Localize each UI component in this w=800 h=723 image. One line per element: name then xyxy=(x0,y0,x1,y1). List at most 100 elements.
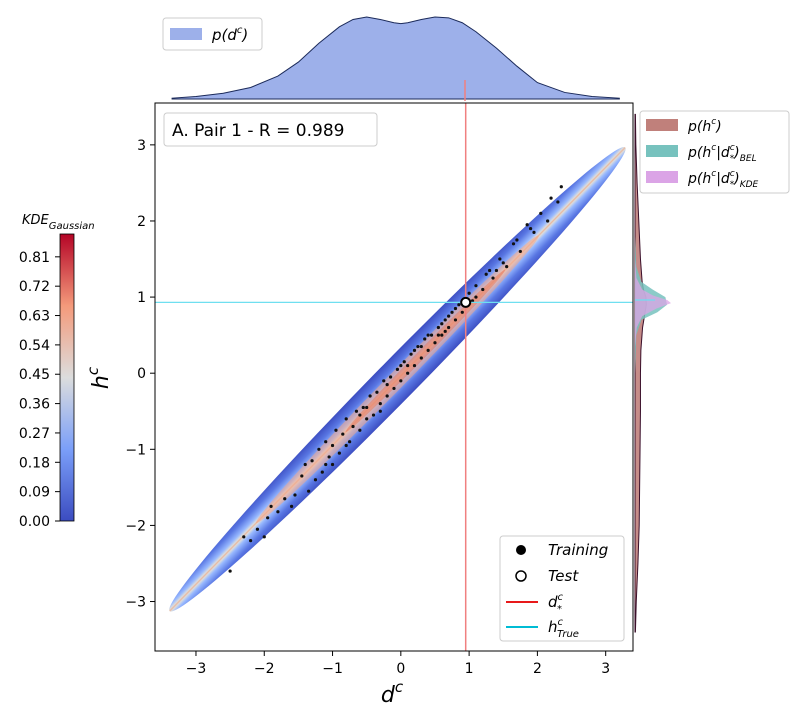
training-point xyxy=(307,489,311,493)
title-box xyxy=(163,112,378,147)
training-point xyxy=(354,409,359,413)
training-point xyxy=(255,527,260,531)
training-point xyxy=(303,462,307,467)
training-point xyxy=(289,504,294,508)
training-point xyxy=(371,413,376,417)
y-tick-label: 1 xyxy=(137,290,146,306)
training-point xyxy=(406,371,410,375)
training-point xyxy=(515,238,519,242)
training-point xyxy=(317,447,321,451)
training-point xyxy=(549,196,553,200)
training-point xyxy=(378,409,382,413)
right-marginal-kde xyxy=(635,259,671,347)
legend-dstar-label: dc * xyxy=(548,592,564,615)
training-point xyxy=(484,272,488,276)
training-point xyxy=(474,295,478,299)
training-point xyxy=(378,402,382,406)
training-point xyxy=(351,424,355,429)
top-legend-label: p(dc) xyxy=(211,25,248,44)
training-point xyxy=(382,379,386,383)
colorbar-tick-label: 0.81 xyxy=(19,250,50,266)
right-legend-kde-swatch xyxy=(646,171,678,183)
training-point xyxy=(426,348,430,352)
training-point xyxy=(262,535,266,539)
training-point xyxy=(412,348,417,352)
training-point xyxy=(440,322,444,326)
top-legend-swatch xyxy=(170,28,202,40)
training-point xyxy=(525,223,529,227)
training-point xyxy=(409,352,413,356)
training-point xyxy=(532,230,536,234)
colorbar-gradient xyxy=(59,233,75,522)
training-point xyxy=(269,504,273,508)
training-point xyxy=(365,405,369,410)
training-point xyxy=(494,268,499,273)
x-tick-label: −1 xyxy=(322,661,343,677)
right-legend-bel-label: p(hc|dc *)BEL xyxy=(687,143,757,164)
colorbar-tick-label: 0.09 xyxy=(19,485,50,501)
training-point xyxy=(395,367,400,371)
training-point xyxy=(546,219,550,223)
training-point xyxy=(457,303,461,307)
training-point xyxy=(488,268,492,273)
training-points xyxy=(228,185,563,573)
colorbar-tick-label: 0.36 xyxy=(19,397,50,413)
training-point xyxy=(385,394,389,398)
training-point xyxy=(501,261,505,265)
training-point xyxy=(491,276,495,280)
test-point xyxy=(460,296,472,308)
legend-test-label: Test xyxy=(548,567,579,585)
right-legend-kde-label: p(hc|dc *)KDE xyxy=(687,169,759,190)
colorbar-tick-label: 0.27 xyxy=(19,426,50,442)
x-tick-label: 2 xyxy=(533,661,542,677)
training-point xyxy=(447,325,451,330)
training-point xyxy=(330,443,335,448)
training-point xyxy=(467,291,471,295)
training-point xyxy=(440,333,444,337)
kde-core xyxy=(345,269,506,432)
training-point xyxy=(337,451,341,455)
training-point xyxy=(518,249,522,254)
legend-training-label: Training xyxy=(548,541,608,559)
training-point xyxy=(324,440,328,444)
right-legend-bel-swatch xyxy=(646,145,678,157)
x-tick-label: −3 xyxy=(186,661,207,677)
training-point xyxy=(368,394,372,398)
right-legend: p(hc) p(hc|dc *)BEL p(hc|dc *)KDE xyxy=(639,110,790,194)
legend-htrue-label: hc True xyxy=(548,617,579,640)
training-point xyxy=(450,310,454,314)
training-point xyxy=(324,462,328,467)
axes-frame xyxy=(154,102,634,652)
training-point xyxy=(443,329,447,333)
y-axis-ticks: −3 −2 −1 0 1 2 3 xyxy=(125,138,155,611)
x-axis-ticks: −3 −2 −1 0 1 2 3 xyxy=(186,651,610,677)
training-point xyxy=(344,417,348,421)
colorbar-tick-label: 0.63 xyxy=(19,309,50,325)
training-point xyxy=(505,265,509,269)
training-point xyxy=(358,428,362,432)
top-marginal xyxy=(171,16,620,101)
training-point xyxy=(556,200,560,204)
y-tick-label: −3 xyxy=(125,595,146,611)
training-point xyxy=(310,459,314,463)
colorbar-tick-label: 0.54 xyxy=(19,338,50,354)
training-point xyxy=(443,318,447,322)
y-tick-label: 2 xyxy=(137,214,146,230)
training-point xyxy=(433,341,437,345)
chart-title: A. Pair 1 - R = 0.989 xyxy=(172,121,344,141)
colorbar-tick-label: 0.45 xyxy=(19,367,50,383)
training-point xyxy=(447,314,451,318)
y-axis-label: hc xyxy=(84,366,114,389)
training-point xyxy=(423,337,427,341)
main-axes: −3 −2 −1 0 1 2 3 −3 −2 −1 0 1 2 3 dc hc A. Pair 1 - … xyxy=(84,102,634,708)
right-legend-prior-label: p(hc) xyxy=(687,117,722,135)
training-point xyxy=(399,363,403,368)
training-point xyxy=(426,333,430,337)
training-point xyxy=(330,462,335,467)
y-tick-label: 3 xyxy=(137,138,146,154)
training-point xyxy=(283,497,287,501)
training-point xyxy=(385,383,389,387)
x-tick-label: 0 xyxy=(396,661,405,677)
x-tick-label: 1 xyxy=(465,661,474,677)
